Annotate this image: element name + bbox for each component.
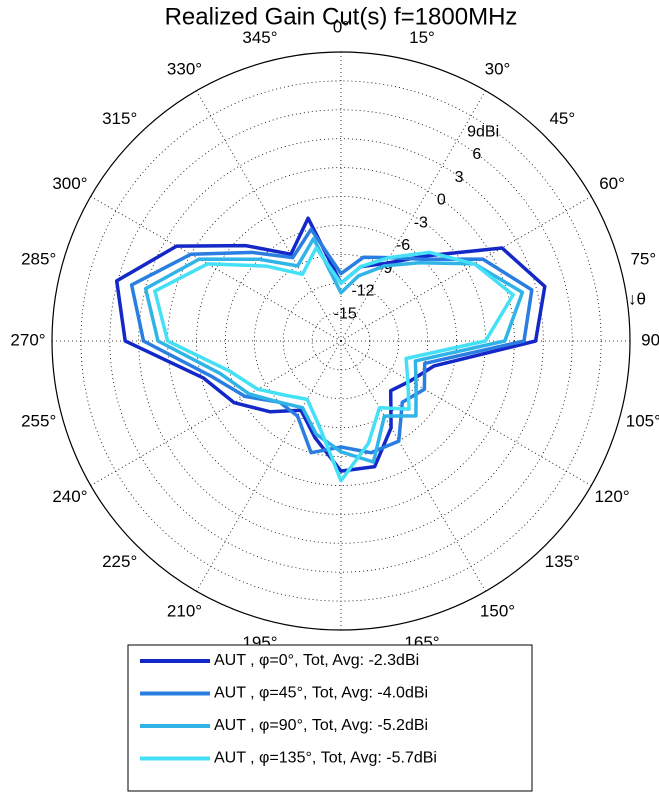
theta-tick-label: 300° bbox=[52, 174, 87, 193]
grid-spoke bbox=[340, 90, 486, 342]
grid-ring bbox=[109, 109, 573, 573]
grid-spoke bbox=[340, 340, 486, 592]
grid-spoke bbox=[340, 340, 592, 486]
theta-tick-label: 105° bbox=[626, 411, 659, 430]
grid-spoke bbox=[340, 196, 592, 342]
theta-tick-label: 255° bbox=[21, 411, 56, 430]
theta-tick-label: 90° bbox=[641, 330, 659, 349]
theta-tick-label: 330° bbox=[167, 59, 202, 78]
series-line bbox=[153, 246, 515, 483]
theta-tick-label: 225° bbox=[102, 552, 137, 571]
theta-tick-label: 315° bbox=[102, 109, 137, 128]
r-tick-label: -12 bbox=[351, 283, 374, 300]
theta-tick-label: 30° bbox=[485, 59, 511, 78]
theta-tick-label: 345° bbox=[242, 28, 277, 47]
grid: -15-12-9-6-30369dBi0°15°30°45°60°75°90°1… bbox=[10, 17, 659, 662]
r-tick-label: -15 bbox=[334, 305, 357, 322]
theta-tick-label: 210° bbox=[167, 602, 202, 621]
grid-spoke bbox=[196, 90, 342, 342]
theta-tick-label: 120° bbox=[594, 487, 629, 506]
r-tick-label: 0 bbox=[437, 192, 446, 209]
series-line bbox=[129, 227, 534, 455]
r-tick-label: -3 bbox=[414, 214, 428, 231]
grid-ring bbox=[253, 253, 429, 429]
legend bbox=[127, 644, 533, 792]
theta-tick-label: 285° bbox=[21, 249, 56, 268]
theta-tick-label: 45° bbox=[549, 109, 575, 128]
r-tick-label: 3 bbox=[455, 169, 464, 186]
theta-tick-label: 0° bbox=[333, 17, 349, 36]
outer-circle bbox=[51, 51, 631, 631]
theta-tick-label: 150° bbox=[480, 602, 515, 621]
legend-label: AUT , φ=135°, Tot, Avg: -5.7dBi bbox=[214, 750, 437, 767]
grid-spoke bbox=[196, 340, 342, 592]
r-tick-label: 6 bbox=[472, 146, 481, 163]
theta-axis-label: ↓θ bbox=[628, 289, 646, 308]
legend-entries: AUT , φ=0°, Tot, Avg: -2.3dBi AUT , φ=45°… bbox=[140, 652, 437, 767]
grid-spoke bbox=[90, 196, 342, 342]
legend-label: AUT , φ=90°, Tot, Avg: -5.2dBi bbox=[214, 717, 428, 734]
legend-label: AUT , φ=45°, Tot, Avg: -4.0dBi bbox=[214, 685, 428, 702]
grid-ring bbox=[224, 224, 457, 457]
plot-lines bbox=[114, 216, 547, 483]
theta-tick-label: 15° bbox=[409, 28, 435, 47]
grid-ring bbox=[138, 138, 544, 544]
theta-tick-label: 60° bbox=[599, 174, 625, 193]
grid-spoke bbox=[90, 340, 342, 486]
theta-tick-label: 270° bbox=[10, 330, 45, 349]
grid-ring bbox=[282, 282, 400, 400]
chart-title: Realized Gain Cut(s) f=1800MHz bbox=[165, 3, 518, 30]
r-tick-label: -6 bbox=[396, 237, 410, 254]
series-line bbox=[114, 216, 547, 473]
theta-tick-label: 240° bbox=[52, 487, 87, 506]
r-tick-label: 9dBi bbox=[467, 123, 499, 140]
theta-tick-label: 75° bbox=[630, 249, 656, 268]
theta-tick-label: 135° bbox=[545, 552, 580, 571]
legend-label: AUT , φ=0°, Tot, Avg: -2.3dBi bbox=[214, 652, 419, 669]
